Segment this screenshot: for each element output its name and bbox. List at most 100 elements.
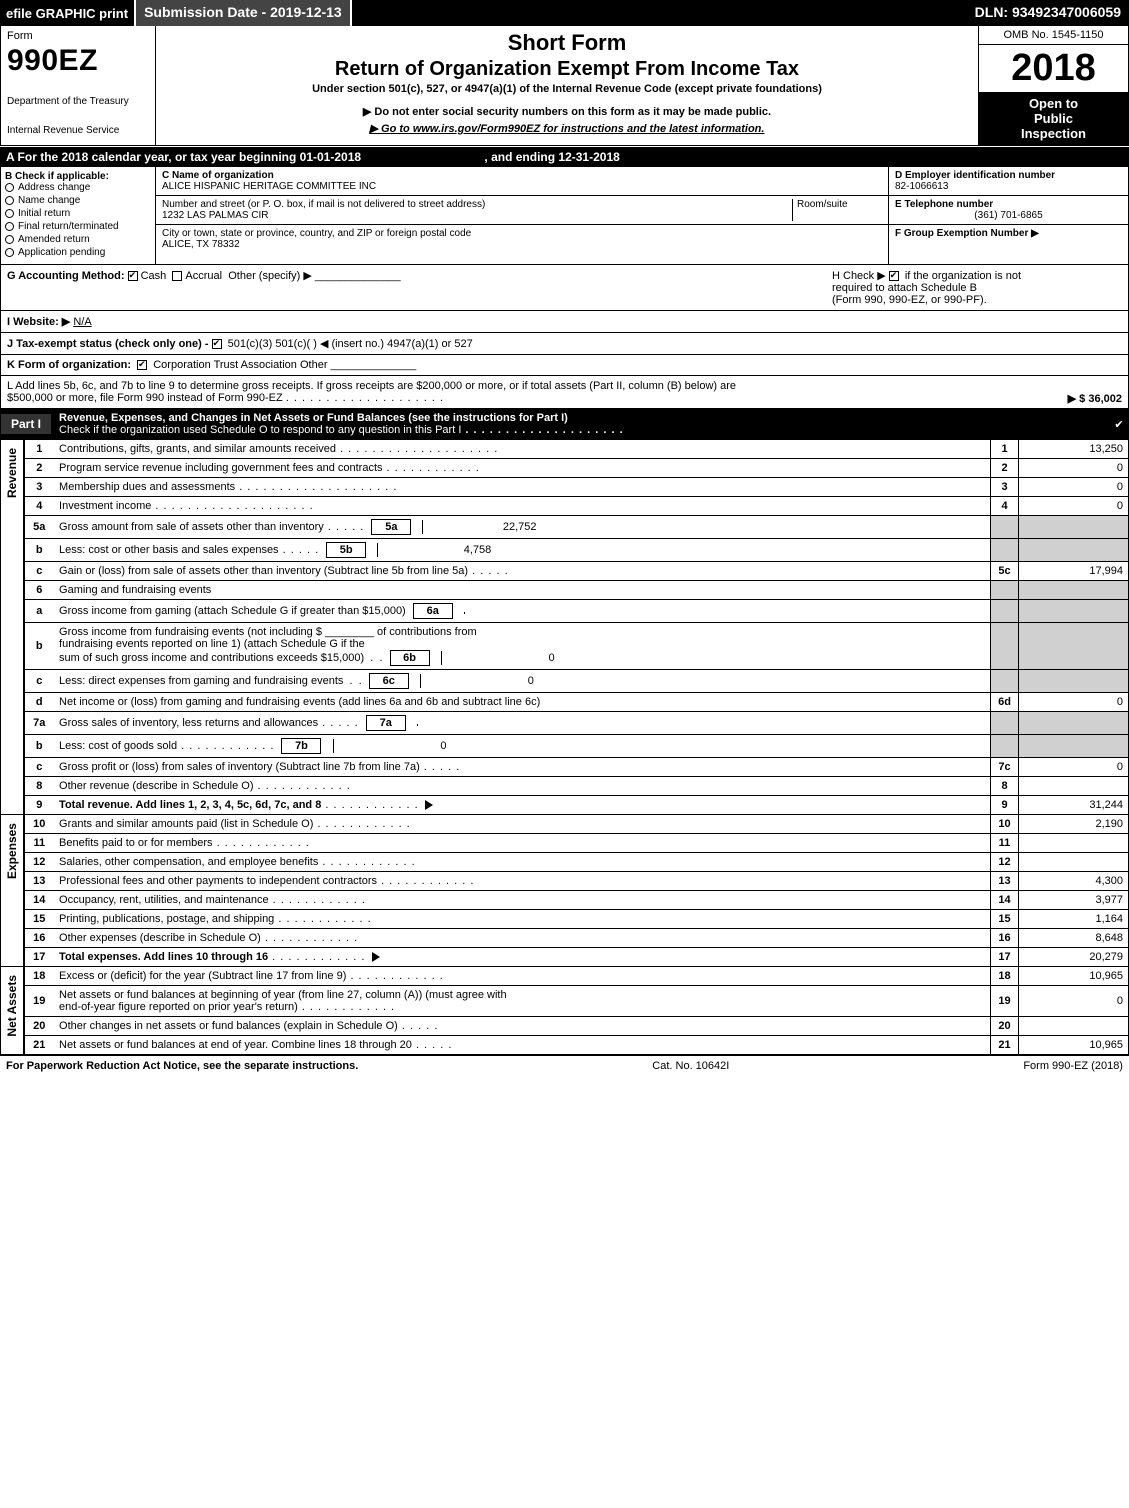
- side-revenue: Revenue: [0, 440, 24, 815]
- line-7b-amount: 0: [333, 739, 453, 753]
- line-6a: a Gross income from gaming (attach Sched…: [24, 600, 1128, 623]
- line-12-amount: [1019, 853, 1129, 872]
- page-footer: For Paperwork Reduction Act Notice, see …: [0, 1055, 1129, 1076]
- topbar: efile GRAPHIC print Submission Date - 20…: [0, 0, 1129, 26]
- line-13-amount: 4,300: [1019, 872, 1129, 891]
- line-8: 8 Other revenue (describe in Schedule O)…: [24, 777, 1128, 796]
- arrow-icon: [425, 800, 433, 810]
- line-7a: 7a Gross sales of inventory, less return…: [24, 712, 1128, 735]
- d-ein-value: 82-1066613: [895, 181, 1122, 192]
- line-16: 16Other expenses (describe in Schedule O…: [24, 929, 1128, 948]
- line-19: 19 Net assets or fund balances at beginn…: [24, 986, 1128, 1017]
- line-10-amount: 2,190: [1019, 815, 1129, 834]
- line-20: 20Other changes in net assets or fund ba…: [24, 1017, 1128, 1036]
- box-def: D Employer identification number 82-1066…: [888, 167, 1128, 264]
- f-group-label: F Group Exemption Number ▶: [895, 228, 1039, 239]
- k-label: K Form of organization:: [7, 359, 131, 371]
- i-value: N/A: [73, 316, 91, 328]
- line-21-amount: 10,965: [1019, 1036, 1129, 1055]
- line-11-amount: [1019, 834, 1129, 853]
- revenue-section: Revenue 1 Contributions, gifts, grants, …: [0, 440, 1129, 815]
- header-left: Form 990EZ Department of the Treasury In…: [1, 26, 156, 145]
- expenses-section: Expenses 10Grants and similar amounts pa…: [0, 815, 1129, 967]
- l-line2: $500,000 or more, file Form 990 instead …: [7, 392, 283, 404]
- box-c: C Name of organization ALICE HISPANIC HE…: [156, 167, 888, 264]
- chk-cash[interactable]: [128, 271, 138, 281]
- line-5a-amount: 22,752: [422, 520, 542, 534]
- chk-address-change[interactable]: Address change: [5, 182, 151, 193]
- line-4: 4 Investment income 4 0: [24, 497, 1128, 516]
- line-2: 2 Program service revenue including gove…: [24, 459, 1128, 478]
- k-opts: Corporation Trust Association Other: [153, 359, 327, 371]
- line-5c-amount: 17,994: [1019, 562, 1129, 581]
- footer-left: For Paperwork Reduction Act Notice, see …: [6, 1060, 358, 1072]
- line-15-amount: 1,164: [1019, 910, 1129, 929]
- line-17: 17Total expenses. Add lines 10 through 1…: [24, 948, 1128, 967]
- line-6b: b Gross income from fundraising events (…: [24, 623, 1128, 670]
- line-20-amount: [1019, 1017, 1129, 1036]
- open-to-public-inspection: Open to Public Inspection: [979, 92, 1128, 145]
- part-i-schedule-o-checkbox[interactable]: ✔: [1110, 416, 1128, 432]
- g-label: G Accounting Method:: [7, 270, 125, 282]
- revenue-table: 1 Contributions, gifts, grants, and simi…: [24, 440, 1129, 815]
- box-j: J Tax-exempt status (check only one) - 5…: [0, 333, 1129, 355]
- chk-final-return[interactable]: Final return/terminated: [5, 221, 151, 232]
- street-label: Number and street (or P. O. box, if mail…: [162, 199, 792, 210]
- line-5a: 5a Gross amount from sale of assets othe…: [24, 516, 1128, 539]
- line-6d: d Net income or (loss) from gaming and f…: [24, 693, 1128, 712]
- box-h: H Check ▶ if the organization is not req…: [832, 269, 1122, 306]
- line-7a-amount: [417, 724, 537, 726]
- box-b: B Check if applicable: Address change Na…: [1, 167, 156, 264]
- side-expenses: Expenses: [0, 815, 24, 967]
- tax-year: 2018: [979, 45, 1128, 92]
- chk-name-change[interactable]: Name change: [5, 195, 151, 206]
- line-9: 9 Total revenue. Add lines 1, 2, 3, 4, 5…: [24, 796, 1128, 815]
- goto-link[interactable]: ▶ Go to www.irs.gov/Form990EZ for instru…: [162, 122, 972, 135]
- line-14-amount: 3,977: [1019, 891, 1129, 910]
- box-g: G Accounting Method: Cash Accrual Other …: [7, 269, 401, 306]
- submission-date: Submission Date - 2019-12-13: [134, 0, 352, 26]
- chk-application-pending[interactable]: Application pending: [5, 247, 151, 258]
- line-9-amount: 31,244: [1019, 796, 1129, 815]
- line-7b: b Less: cost of goods sold 7b 0: [24, 735, 1128, 758]
- meta-block: B Check if applicable: Address change Na…: [0, 167, 1129, 265]
- line-14: 14Occupancy, rent, utilities, and mainte…: [24, 891, 1128, 910]
- chk-amended-return[interactable]: Amended return: [5, 234, 151, 245]
- line-2-amount: 0: [1019, 459, 1129, 478]
- net-assets-table: 18Excess or (deficit) for the year (Subt…: [24, 967, 1129, 1055]
- efile-graphic-print[interactable]: efile GRAPHIC print: [0, 0, 134, 26]
- part-i-label: Part I: [1, 414, 51, 434]
- footer-mid: Cat. No. 10642I: [652, 1060, 729, 1072]
- line-1-amount: 13,250: [1019, 440, 1129, 459]
- line-7c-amount: 0: [1019, 758, 1129, 777]
- line-3-amount: 0: [1019, 478, 1129, 497]
- e-phone-label: E Telephone number: [895, 199, 1122, 210]
- efile-label: efile GRAPHIC print: [6, 6, 128, 21]
- line-7c: c Gross profit or (loss) from sales of i…: [24, 758, 1128, 777]
- line-6c: c Less: direct expenses from gaming and …: [24, 670, 1128, 693]
- street-value: 1232 LAS PALMAS CIR: [162, 210, 792, 221]
- chk-corporation[interactable]: [137, 360, 147, 370]
- part-i-header: Part I Revenue, Expenses, and Changes in…: [0, 409, 1129, 440]
- line-4-amount: 0: [1019, 497, 1129, 516]
- line-11: 11Benefits paid to or for members11: [24, 834, 1128, 853]
- arrow-icon: [372, 952, 380, 962]
- line-8-amount: [1019, 777, 1129, 796]
- line-5c: c Gain or (loss) from sale of assets oth…: [24, 562, 1128, 581]
- side-net-assets: Net Assets: [0, 967, 24, 1055]
- line-5b-amount: 4,758: [377, 543, 497, 557]
- chk-initial-return[interactable]: Initial return: [5, 208, 151, 219]
- tax-period-row: A For the 2018 calendar year, or tax yea…: [0, 146, 1129, 167]
- org-name: ALICE HISPANIC HERITAGE COMMITTEE INC: [162, 181, 882, 192]
- room-suite-label: Room/suite: [792, 199, 882, 221]
- ssn-note: ▶ Do not enter social security numbers o…: [162, 105, 972, 118]
- chk-schedule-b-not-required[interactable]: [889, 271, 899, 281]
- header: Form 990EZ Department of the Treasury In…: [0, 26, 1129, 146]
- chk-accrual[interactable]: [172, 271, 182, 281]
- header-center: Short Form Return of Organization Exempt…: [156, 26, 978, 145]
- line-6c-amount: 0: [420, 674, 540, 688]
- part-i-desc: Revenue, Expenses, and Changes in Net As…: [51, 409, 632, 439]
- line-6: 6 Gaming and fundraising events: [24, 581, 1128, 600]
- line-12: 12Salaries, other compensation, and empl…: [24, 853, 1128, 872]
- chk-501c3[interactable]: [212, 339, 222, 349]
